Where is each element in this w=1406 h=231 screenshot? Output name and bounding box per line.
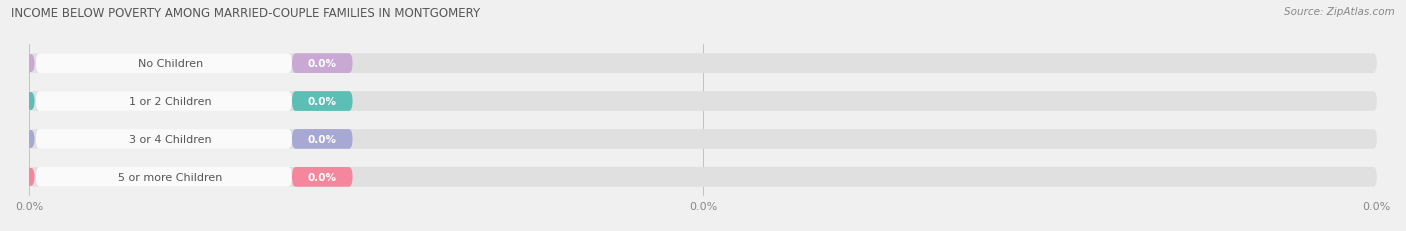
FancyBboxPatch shape	[292, 167, 353, 187]
Text: Source: ZipAtlas.com: Source: ZipAtlas.com	[1284, 7, 1395, 17]
Text: 0.0%: 0.0%	[308, 97, 337, 106]
Text: 5 or more Children: 5 or more Children	[118, 172, 222, 182]
FancyBboxPatch shape	[37, 167, 292, 187]
Text: INCOME BELOW POVERTY AMONG MARRIED-COUPLE FAMILIES IN MONTGOMERY: INCOME BELOW POVERTY AMONG MARRIED-COUPL…	[11, 7, 481, 20]
Circle shape	[28, 93, 34, 110]
FancyBboxPatch shape	[30, 54, 1376, 74]
FancyBboxPatch shape	[37, 130, 292, 149]
Text: No Children: No Children	[138, 59, 204, 69]
Text: 3 or 4 Children: 3 or 4 Children	[129, 134, 212, 144]
FancyBboxPatch shape	[30, 167, 1376, 187]
FancyBboxPatch shape	[37, 54, 292, 74]
FancyBboxPatch shape	[30, 130, 1376, 149]
Text: 0.0%: 0.0%	[308, 134, 337, 144]
Circle shape	[28, 131, 34, 148]
Text: 1 or 2 Children: 1 or 2 Children	[129, 97, 212, 106]
FancyBboxPatch shape	[37, 92, 292, 111]
Text: 0.0%: 0.0%	[308, 172, 337, 182]
Circle shape	[28, 55, 34, 72]
Text: 0.0%: 0.0%	[308, 59, 337, 69]
FancyBboxPatch shape	[30, 92, 1376, 111]
FancyBboxPatch shape	[292, 130, 353, 149]
FancyBboxPatch shape	[292, 92, 353, 111]
FancyBboxPatch shape	[292, 54, 353, 74]
Circle shape	[28, 169, 34, 185]
